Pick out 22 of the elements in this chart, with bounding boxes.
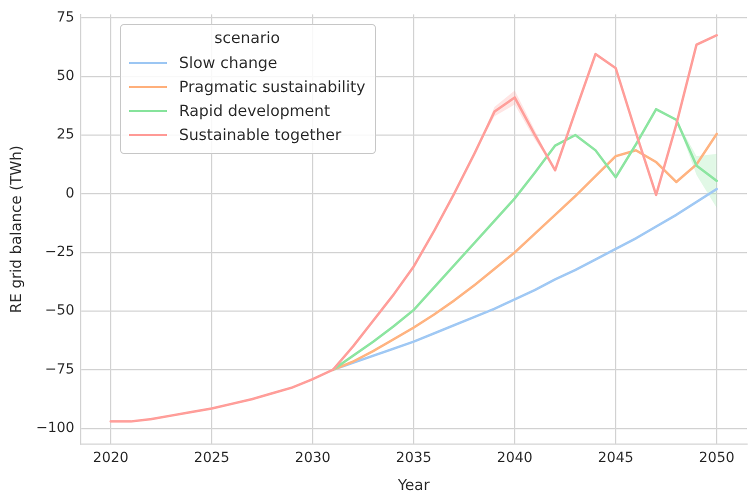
x-tick-label: 2030 bbox=[294, 450, 331, 466]
x-tick-label: 2045 bbox=[598, 450, 634, 466]
y-tick-label: 75 bbox=[56, 9, 74, 26]
legend-title: scenario bbox=[213, 29, 282, 47]
y-tick-label: 25 bbox=[56, 126, 74, 143]
x-tick-label: 2025 bbox=[194, 450, 230, 466]
x-tick-label: 2050 bbox=[698, 450, 735, 466]
legend-label: Rapid development bbox=[179, 102, 330, 120]
y-tick-label: −25 bbox=[44, 244, 74, 260]
y-tick-label: −75 bbox=[44, 361, 74, 378]
legend-label: Pragmatic sustainability bbox=[179, 78, 366, 96]
y-tick-label: 50 bbox=[56, 68, 74, 84]
y-tick-label: 0 bbox=[66, 185, 74, 202]
y-axis-title: RE grid balance (TWh) bbox=[6, 145, 25, 314]
x-tick-label: 2020 bbox=[92, 450, 129, 466]
y-tick-label: −100 bbox=[36, 420, 74, 436]
x-tick-label: 2035 bbox=[396, 450, 432, 466]
x-tick-label: 2040 bbox=[496, 450, 533, 466]
x-axis-title: Year bbox=[396, 476, 430, 494]
legend-label: Slow change bbox=[179, 54, 278, 72]
legend-label: Sustainable together bbox=[179, 126, 342, 144]
y-tick-label: −50 bbox=[44, 302, 74, 319]
